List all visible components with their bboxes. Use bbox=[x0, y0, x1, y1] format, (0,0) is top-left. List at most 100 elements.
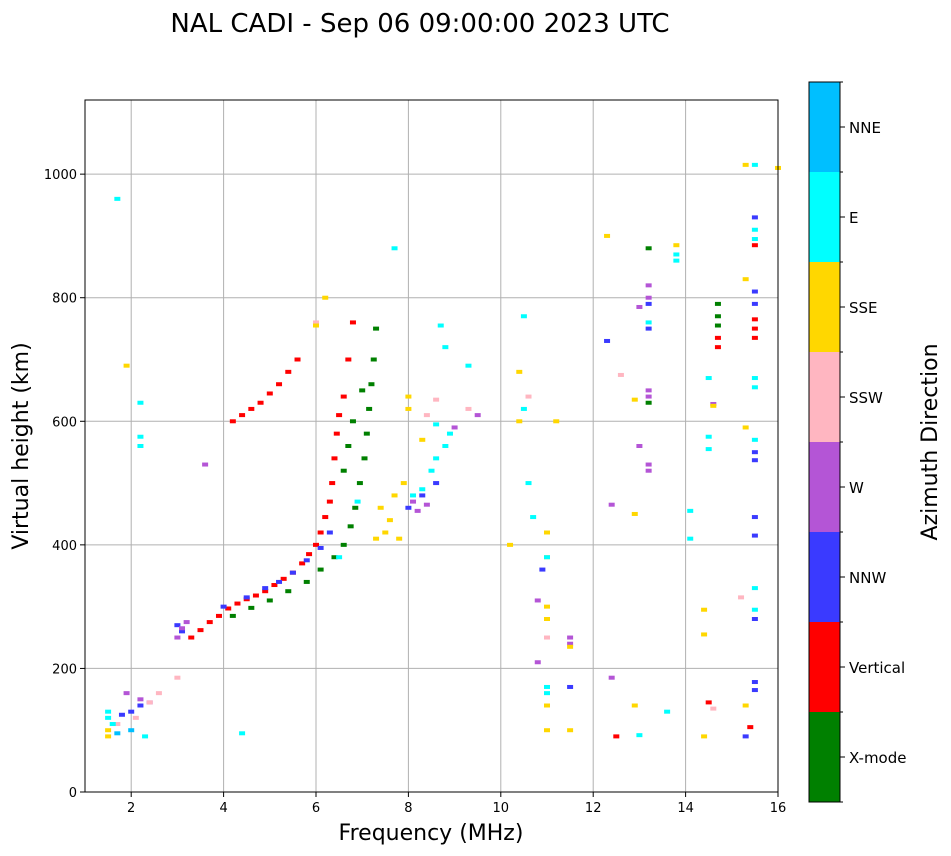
data-point-ssw bbox=[433, 397, 440, 402]
data-point-sse bbox=[544, 604, 550, 609]
data-point-x-mode bbox=[356, 481, 363, 486]
data-point-w bbox=[645, 388, 652, 393]
data-point-ssw bbox=[525, 394, 532, 399]
data-point-e bbox=[751, 586, 758, 591]
data-point-nne bbox=[114, 731, 121, 736]
data-point-e bbox=[446, 431, 453, 436]
x-tick-label: 2 bbox=[127, 801, 135, 816]
data-point-sse bbox=[123, 363, 130, 368]
data-point-sse bbox=[553, 419, 560, 424]
data-point-nnw bbox=[604, 338, 611, 343]
data-point-x-mode bbox=[317, 567, 324, 572]
data-point-w bbox=[410, 499, 417, 504]
data-point-x-mode bbox=[248, 605, 255, 610]
data-point-x-mode bbox=[303, 579, 310, 584]
x-tick-label: 4 bbox=[219, 801, 227, 816]
data-point-vertical bbox=[276, 382, 283, 387]
data-point-nnw bbox=[317, 545, 324, 550]
data-point-e bbox=[433, 456, 440, 461]
data-point-vertical bbox=[262, 589, 269, 594]
data-point-e bbox=[354, 499, 361, 504]
plot-frame bbox=[84, 99, 779, 793]
data-point-x-mode bbox=[370, 357, 377, 362]
data-point-e bbox=[687, 536, 694, 541]
data-point-w bbox=[423, 502, 430, 507]
data-point-nne bbox=[128, 728, 135, 733]
x-tick-label: 8 bbox=[404, 801, 412, 816]
colorbar-segment bbox=[809, 712, 840, 802]
data-point-vertical bbox=[331, 456, 338, 461]
data-point-x-mode bbox=[373, 326, 380, 331]
colorbar-tick-label: SSE bbox=[849, 299, 878, 317]
data-point-nnw bbox=[419, 493, 426, 498]
data-point-nnw bbox=[751, 450, 758, 455]
data-point-w bbox=[534, 598, 541, 603]
data-point-e bbox=[664, 709, 671, 714]
data-point-sse bbox=[742, 425, 749, 430]
data-point-nnw bbox=[137, 703, 144, 708]
data-point-sse bbox=[386, 518, 393, 523]
data-point-x-mode bbox=[266, 598, 273, 603]
data-point-nnw bbox=[567, 684, 574, 689]
data-point-w bbox=[636, 444, 643, 448]
data-point-w bbox=[174, 635, 181, 640]
data-point-sse bbox=[544, 617, 550, 621]
data-point-e bbox=[544, 691, 550, 696]
data-point-nnw bbox=[220, 604, 227, 609]
data-point-sse bbox=[544, 530, 550, 535]
data-point-vertical bbox=[206, 620, 213, 625]
data-point-e bbox=[673, 258, 680, 263]
data-point-e bbox=[705, 434, 712, 439]
data-point-w bbox=[179, 626, 186, 631]
x-tick-label: 10 bbox=[493, 801, 510, 816]
data-point-nnw bbox=[751, 301, 758, 306]
y-tick-label: 400 bbox=[52, 539, 77, 554]
data-point-e bbox=[751, 237, 758, 242]
data-point-e bbox=[751, 607, 758, 612]
data-point-nnw bbox=[326, 530, 333, 535]
data-point-sse bbox=[742, 703, 749, 708]
data-point-w bbox=[645, 283, 652, 288]
data-point-sse bbox=[567, 728, 574, 733]
data-point-sse bbox=[105, 728, 112, 733]
data-point-vertical bbox=[248, 406, 255, 411]
data-point-sse bbox=[544, 703, 550, 708]
data-point-e bbox=[751, 162, 758, 167]
data-point-vertical bbox=[280, 576, 287, 581]
colorbar-segment bbox=[809, 172, 840, 262]
data-point-ssw bbox=[423, 413, 430, 418]
data-point-nnw bbox=[751, 458, 758, 463]
data-point-nnw bbox=[742, 734, 749, 739]
data-point-e bbox=[410, 493, 417, 498]
data-point-x-mode bbox=[347, 524, 354, 529]
data-point-vertical bbox=[225, 606, 232, 611]
data-point-nnw bbox=[539, 567, 546, 572]
data-point-vertical bbox=[299, 561, 306, 566]
data-point-e bbox=[751, 385, 758, 390]
data-point-w bbox=[414, 508, 421, 513]
x-tick-label: 14 bbox=[677, 801, 694, 816]
data-point-vertical bbox=[229, 419, 236, 424]
data-point-ssw bbox=[132, 715, 139, 720]
colorbar-tick-label: SSW bbox=[849, 389, 883, 407]
data-point-e bbox=[105, 709, 112, 714]
data-point-x-mode bbox=[366, 406, 373, 411]
data-point-e bbox=[433, 422, 440, 427]
data-point-nnw bbox=[262, 586, 269, 591]
colorbar-label: Azimuth Direction bbox=[918, 343, 943, 540]
data-point-vertical bbox=[336, 413, 343, 418]
data-point-e bbox=[336, 555, 343, 560]
data-point-nnw bbox=[751, 617, 758, 621]
data-point-w bbox=[645, 468, 652, 473]
data-point-vertical bbox=[333, 431, 340, 436]
x-axis-label: Frequency (MHz) bbox=[339, 821, 524, 846]
data-point-e bbox=[520, 406, 527, 411]
data-point-sse bbox=[373, 536, 380, 541]
colorbar: X-mode Vertical NNW W SSW SSE E NNE bbox=[808, 81, 906, 803]
data-point-sse bbox=[544, 728, 550, 733]
data-point-sse bbox=[313, 323, 319, 328]
data-point-e bbox=[419, 487, 426, 492]
data-point-sse bbox=[631, 511, 638, 516]
data-point-ssw bbox=[155, 691, 162, 696]
